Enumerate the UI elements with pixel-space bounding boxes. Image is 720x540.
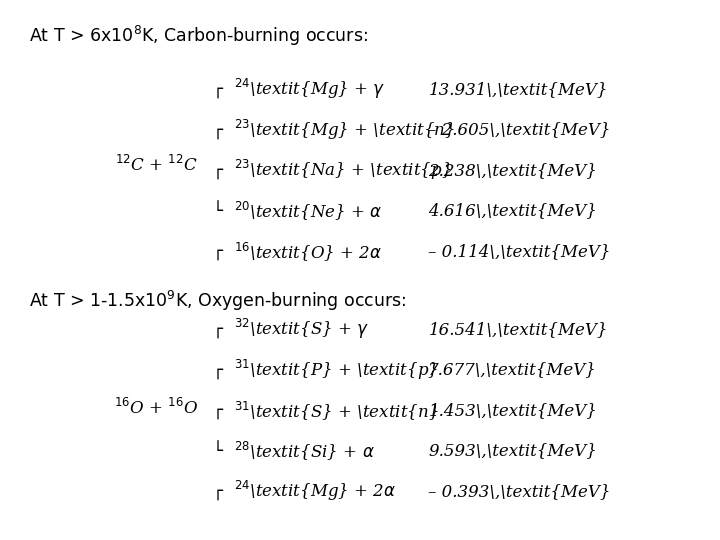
Text: └: └ bbox=[212, 442, 222, 460]
Text: $^{24}$\textit{Mg} + 2$\alpha$: $^{24}$\textit{Mg} + 2$\alpha$ bbox=[234, 480, 396, 503]
Text: – 2.605\,\textit{MeV}: – 2.605\,\textit{MeV} bbox=[428, 121, 611, 138]
Text: At T > 6x10$^8$K, Carbon-burning occurs:: At T > 6x10$^8$K, Carbon-burning occurs: bbox=[29, 24, 368, 49]
Text: $^{20}$\textit{Ne} + $\alpha$: $^{20}$\textit{Ne} + $\alpha$ bbox=[234, 199, 382, 222]
Text: $^{23}$\textit{Mg} + \textit{n}: $^{23}$\textit{Mg} + \textit{n} bbox=[234, 118, 455, 141]
Text: 7.677\,\textit{MeV}: 7.677\,\textit{MeV} bbox=[428, 361, 598, 379]
Text: ┌: ┌ bbox=[212, 320, 222, 339]
Text: $^{28}$\textit{Si} + $\alpha$: $^{28}$\textit{Si} + $\alpha$ bbox=[234, 440, 374, 462]
Text: $^{12}$C + $^{12}$C: $^{12}$C + $^{12}$C bbox=[115, 154, 198, 175]
Text: 9.593\,\textit{MeV}: 9.593\,\textit{MeV} bbox=[428, 442, 598, 460]
Text: $^{16}$O + $^{16}$O: $^{16}$O + $^{16}$O bbox=[114, 397, 198, 418]
Text: 16.541\,\textit{MeV}: 16.541\,\textit{MeV} bbox=[428, 321, 608, 338]
Text: 1.453\,\textit{MeV}: 1.453\,\textit{MeV} bbox=[428, 402, 598, 419]
Text: └: └ bbox=[212, 201, 222, 220]
Text: $^{32}$\textit{S} + $\gamma$: $^{32}$\textit{S} + $\gamma$ bbox=[234, 318, 369, 341]
Text: At T > 1-1.5x10$^9$K, Oxygen-burning occurs:: At T > 1-1.5x10$^9$K, Oxygen-burning occ… bbox=[29, 289, 406, 313]
Text: ┌: ┌ bbox=[212, 482, 222, 501]
Text: ┌: ┌ bbox=[212, 401, 222, 420]
Text: $^{24}$\textit{Mg} + $\gamma$: $^{24}$\textit{Mg} + $\gamma$ bbox=[234, 77, 385, 101]
Text: – 0.114\,\textit{MeV}: – 0.114\,\textit{MeV} bbox=[428, 242, 611, 260]
Text: 13.931\,\textit{MeV}: 13.931\,\textit{MeV} bbox=[428, 80, 608, 98]
Text: ┌: ┌ bbox=[212, 120, 222, 139]
Text: $^{31}$\textit{S} + \textit{n}: $^{31}$\textit{S} + \textit{n} bbox=[234, 399, 438, 422]
Text: ┌: ┌ bbox=[212, 242, 222, 260]
Text: ┌: ┌ bbox=[212, 361, 222, 379]
Text: $^{31}$\textit{P} + \textit{p}: $^{31}$\textit{P} + \textit{p} bbox=[234, 358, 438, 382]
Text: ┌: ┌ bbox=[212, 161, 222, 179]
Text: – 0.393\,\textit{MeV}: – 0.393\,\textit{MeV} bbox=[428, 483, 611, 500]
Text: $^{23}$\textit{Na} + \textit{p}: $^{23}$\textit{Na} + \textit{p} bbox=[234, 158, 451, 182]
Text: 2.238\,\textit{MeV}: 2.238\,\textit{MeV} bbox=[428, 161, 598, 179]
Text: ┌: ┌ bbox=[212, 80, 222, 98]
Text: $^{16}$\textit{O} + 2$\alpha$: $^{16}$\textit{O} + 2$\alpha$ bbox=[234, 240, 382, 262]
Text: 4.616\,\textit{MeV}: 4.616\,\textit{MeV} bbox=[428, 202, 598, 219]
